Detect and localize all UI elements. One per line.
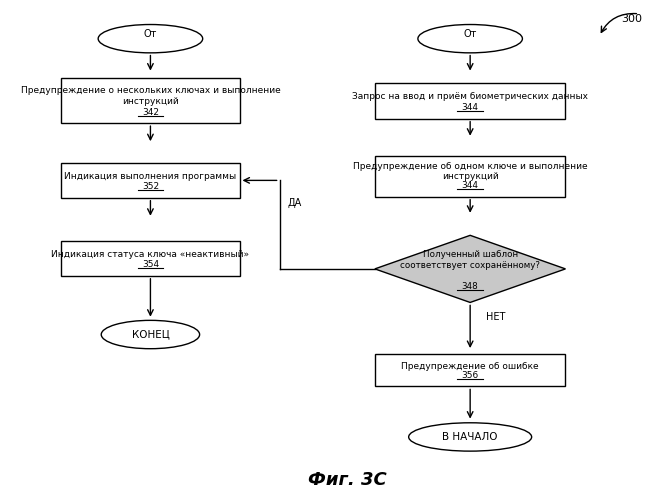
Ellipse shape: [409, 423, 531, 451]
Text: 342: 342: [142, 108, 159, 117]
Text: КОНЕЦ: КОНЕЦ: [132, 330, 169, 340]
Text: НЕТ: НЕТ: [486, 312, 506, 322]
Text: От: От: [464, 28, 477, 38]
Text: Индикация выполнения программы: Индикация выполнения программы: [64, 172, 237, 181]
Text: 356: 356: [462, 371, 479, 380]
Bar: [375, 354, 565, 386]
Text: 300: 300: [621, 14, 642, 24]
Text: От: От: [144, 28, 157, 38]
Bar: [61, 241, 239, 276]
Text: Индикация статуса ключа «неактивный»: Индикация статуса ключа «неактивный»: [51, 250, 249, 259]
Bar: [61, 163, 239, 198]
Bar: [61, 78, 239, 123]
Text: 344: 344: [462, 182, 479, 190]
Text: Предупреждение об ошибке: Предупреждение об ошибке: [401, 362, 539, 371]
Text: Фиг. 3C: Фиг. 3C: [308, 470, 386, 488]
Polygon shape: [375, 236, 565, 302]
Text: Предупреждение об одном ключе и выполнение
инструкций: Предупреждение об одном ключе и выполнен…: [353, 162, 588, 181]
Text: 348: 348: [462, 282, 478, 291]
Text: Полученный шаблон
соответствует сохранённому?: Полученный шаблон соответствует сохранён…: [400, 250, 540, 270]
Ellipse shape: [418, 24, 522, 53]
Text: 354: 354: [142, 260, 159, 270]
Text: В НАЧАЛО: В НАЧАЛО: [442, 432, 498, 442]
Text: Предупреждение о нескольких ключах и выполнение
инструкций: Предупреждение о нескольких ключах и вып…: [20, 86, 280, 106]
Text: Запрос на ввод и приём биометрических данных: Запрос на ввод и приём биометрических да…: [352, 92, 588, 102]
Text: ДА: ДА: [288, 198, 302, 208]
Bar: [375, 83, 565, 118]
Text: 344: 344: [462, 104, 479, 112]
Ellipse shape: [98, 24, 203, 53]
Bar: [375, 156, 565, 197]
Ellipse shape: [101, 320, 199, 348]
Text: 352: 352: [142, 182, 159, 192]
